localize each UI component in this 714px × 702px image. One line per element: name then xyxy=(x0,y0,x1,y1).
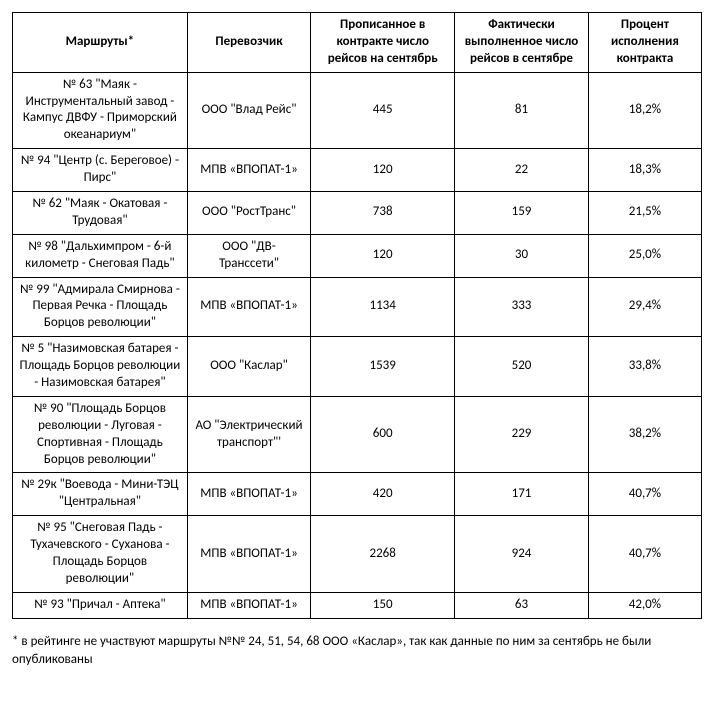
cell-percent: 18,2% xyxy=(588,72,701,149)
cell-carrier: ООО "Влад Рейс" xyxy=(187,72,310,149)
cell-percent: 38,2% xyxy=(588,396,701,473)
cell-contract-trips: 600 xyxy=(311,396,455,473)
cell-percent: 33,8% xyxy=(588,337,701,397)
cell-percent: 42,0% xyxy=(588,592,701,618)
col-header-percent: Процент исполнения контракта xyxy=(588,13,701,73)
cell-actual-trips: 159 xyxy=(455,192,589,235)
cell-route: № 98 "Дальхимпром - 6-й километр - Снего… xyxy=(13,234,188,277)
cell-contract-trips: 1134 xyxy=(311,277,455,337)
cell-percent: 29,4% xyxy=(588,277,701,337)
table-row: № 98 "Дальхимпром - 6-й километр - Снего… xyxy=(13,234,702,277)
cell-percent: 40,7% xyxy=(588,516,701,593)
cell-route: № 93 "Причал - Аптека" xyxy=(13,592,188,618)
cell-carrier: ООО "ДВ-Транссети" xyxy=(187,234,310,277)
table-row: № 63 "Маяк - Инструментальный завод - Ка… xyxy=(13,72,702,149)
cell-route: № 62 "Маяк - Окатовая - Трудовая" xyxy=(13,192,188,235)
cell-route: № 99 "Адмирала Смирнова - Первая Речка -… xyxy=(13,277,188,337)
table-row: № 90 "Площадь Борцов революции - Луговая… xyxy=(13,396,702,473)
table-row: № 94 "Центр (с. Береговое) - Пирс"МПВ «В… xyxy=(13,149,702,192)
cell-contract-trips: 2268 xyxy=(311,516,455,593)
cell-route: № 95 "Снеговая Падь - Тухачевского - Сух… xyxy=(13,516,188,593)
cell-actual-trips: 22 xyxy=(455,149,589,192)
footnote: * в рейтинге не участвуют маршруты №№ 24… xyxy=(12,633,702,669)
table-row: № 29к "Воевода - Мини-ТЭЦ "Центральная"М… xyxy=(13,473,702,516)
cell-carrier: МПВ «ВПОПАТ-1» xyxy=(187,592,310,618)
cell-route: № 94 "Центр (с. Береговое) - Пирс" xyxy=(13,149,188,192)
cell-route: № 63 "Маяк - Инструментальный завод - Ка… xyxy=(13,72,188,149)
cell-route: № 29к "Воевода - Мини-ТЭЦ "Центральная" xyxy=(13,473,188,516)
cell-carrier: МПВ «ВПОПАТ-1» xyxy=(187,516,310,593)
cell-contract-trips: 420 xyxy=(311,473,455,516)
routes-table: Маршруты* Перевозчик Прописанное в контр… xyxy=(12,12,702,619)
cell-percent: 40,7% xyxy=(588,473,701,516)
cell-carrier: ООО "РостТранс" xyxy=(187,192,310,235)
cell-contract-trips: 445 xyxy=(311,72,455,149)
cell-actual-trips: 81 xyxy=(455,72,589,149)
cell-actual-trips: 229 xyxy=(455,396,589,473)
col-header-actual-trips: Фактически выполненное число рейсов в се… xyxy=(455,13,589,73)
cell-carrier: ООО "Каслар" xyxy=(187,337,310,397)
cell-route: № 90 "Площадь Борцов революции - Луговая… xyxy=(13,396,188,473)
table-row: № 5 "Назимовская батарея - Площадь Борцо… xyxy=(13,337,702,397)
cell-contract-trips: 738 xyxy=(311,192,455,235)
cell-actual-trips: 171 xyxy=(455,473,589,516)
cell-contract-trips: 120 xyxy=(311,149,455,192)
table-row: № 95 "Снеговая Падь - Тухачевского - Сух… xyxy=(13,516,702,593)
cell-contract-trips: 120 xyxy=(311,234,455,277)
cell-actual-trips: 924 xyxy=(455,516,589,593)
table-row: № 99 "Адмирала Смирнова - Первая Речка -… xyxy=(13,277,702,337)
table-row: № 62 "Маяк - Окатовая - Трудовая"ООО "Ро… xyxy=(13,192,702,235)
cell-actual-trips: 63 xyxy=(455,592,589,618)
col-header-carrier: Перевозчик xyxy=(187,13,310,73)
cell-carrier: МПВ «ВПОПАТ-1» xyxy=(187,149,310,192)
cell-route: № 5 "Назимовская батарея - Площадь Борцо… xyxy=(13,337,188,397)
col-header-route: Маршруты* xyxy=(13,13,188,73)
cell-percent: 21,5% xyxy=(588,192,701,235)
col-header-contract-trips: Прописанное в контракте число рейсов на … xyxy=(311,13,455,73)
cell-actual-trips: 30 xyxy=(455,234,589,277)
cell-actual-trips: 333 xyxy=(455,277,589,337)
cell-carrier: АО "Электрический транспорт"' xyxy=(187,396,310,473)
cell-actual-trips: 520 xyxy=(455,337,589,397)
cell-carrier: МПВ «ВПОПАТ-1» xyxy=(187,473,310,516)
cell-percent: 25,0% xyxy=(588,234,701,277)
cell-carrier: МПВ «ВПОПАТ-1» xyxy=(187,277,310,337)
cell-contract-trips: 1539 xyxy=(311,337,455,397)
cell-percent: 18,3% xyxy=(588,149,701,192)
cell-contract-trips: 150 xyxy=(311,592,455,618)
table-body: № 63 "Маяк - Инструментальный завод - Ка… xyxy=(13,72,702,618)
table-header-row: Маршруты* Перевозчик Прописанное в контр… xyxy=(13,13,702,73)
table-row: № 93 "Причал - Аптека"МПВ «ВПОПАТ-1»1506… xyxy=(13,592,702,618)
